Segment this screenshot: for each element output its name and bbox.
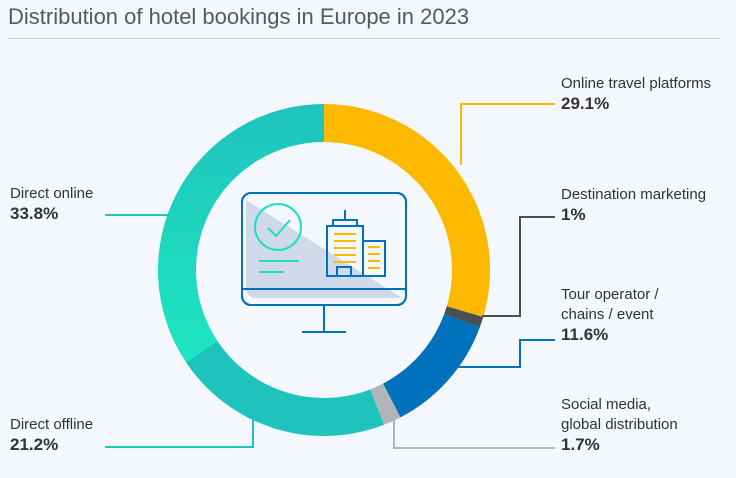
leader-social-media <box>393 412 555 449</box>
leader-direct-offline <box>105 418 254 448</box>
title-divider <box>8 38 720 39</box>
leader-online-travel <box>460 103 555 165</box>
label-direct-offline: Direct offline 21.2% <box>10 415 93 455</box>
label-name: Direct online <box>10 185 94 202</box>
label-name: Tour operator / <box>561 286 659 303</box>
chart-title: Distribution of hotel bookings in Europe… <box>8 4 470 29</box>
label-name: Destination marketing <box>561 186 707 203</box>
leader-tour-operator <box>453 339 555 368</box>
monitor-icon <box>241 192 407 333</box>
label-value: 29.1% <box>561 94 610 113</box>
label-destination-marketing: Destination marketing 1% <box>561 185 706 225</box>
slice-destination-marketing <box>444 306 484 328</box>
leader-lines <box>105 103 555 449</box>
label-value: 33.8% <box>10 204 59 223</box>
label-value: 21.2% <box>10 435 59 454</box>
label-name: chains / event <box>561 306 654 323</box>
slice-social-media-global-distribution <box>370 383 401 425</box>
slice-direct-online <box>158 104 324 363</box>
slice-online-travel-platforms <box>324 104 490 318</box>
label-value: 1.7% <box>561 435 600 454</box>
slice-tour-operator-chains-event <box>382 314 480 418</box>
label-online-travel: Online travel platforms 29.1% <box>561 74 711 114</box>
label-value: 11.6% <box>561 325 609 344</box>
label-tour-operator: Tour operator / chains / event 11.6% <box>561 285 659 345</box>
leader-destination-marketing <box>482 216 555 317</box>
label-direct-online: Direct online 33.8% <box>10 184 93 224</box>
label-name: Direct offline <box>10 416 94 433</box>
label-value: 1% <box>561 205 586 224</box>
label-name: global distribution <box>561 416 678 433</box>
slice-direct-offline <box>185 340 385 436</box>
label-name: Social media, <box>561 396 652 413</box>
label-social-media: Social media, global distribution 1.7% <box>561 395 678 455</box>
label-name: Online travel platforms <box>561 75 712 92</box>
